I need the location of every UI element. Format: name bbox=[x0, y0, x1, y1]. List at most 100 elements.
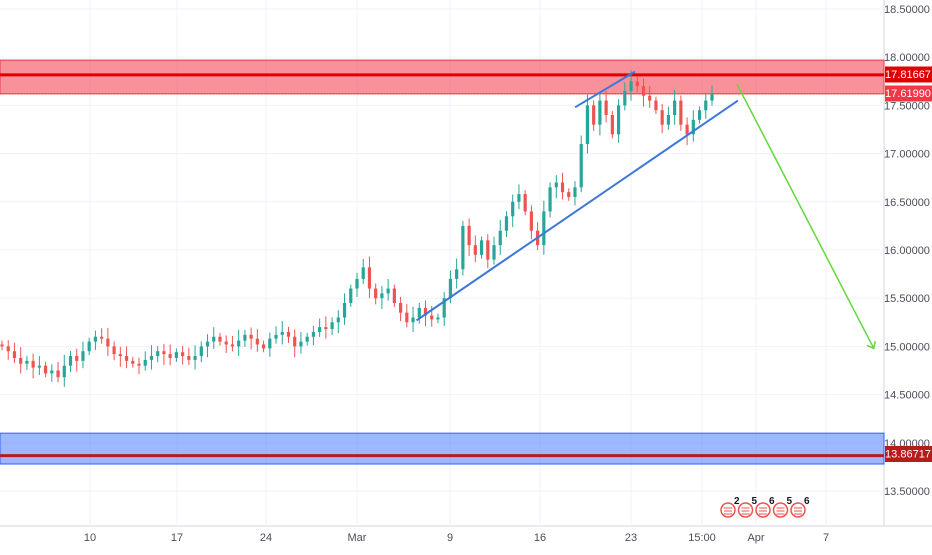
support-zone bbox=[0, 432, 885, 465]
candle-body bbox=[193, 356, 197, 360]
candle-body bbox=[392, 288, 396, 304]
candle-body bbox=[511, 201, 515, 217]
event-flag-icon[interactable] bbox=[720, 502, 736, 518]
x-tick-label: 16 bbox=[534, 532, 546, 544]
y-tick-label: 15.50000 bbox=[884, 293, 930, 305]
candle-body bbox=[6, 346, 10, 352]
candle-body bbox=[679, 100, 683, 125]
candle-body bbox=[62, 365, 66, 378]
candle-body bbox=[318, 327, 322, 332]
candle-body bbox=[68, 356, 73, 366]
candle-body bbox=[641, 86, 646, 96]
candle-body bbox=[442, 298, 446, 318]
x-axis: 10 17 24 Mar 9 16 23 15:00 Apr 7 bbox=[84, 532, 829, 544]
x-tick-label: 23 bbox=[625, 532, 637, 544]
candle-body bbox=[187, 356, 191, 360]
candle-body bbox=[118, 354, 122, 357]
event-flag-icon[interactable] bbox=[772, 502, 789, 518]
candle-body bbox=[374, 288, 378, 299]
candle-body bbox=[12, 351, 17, 358]
candle-body bbox=[311, 331, 316, 337]
flag-stripes-icon bbox=[794, 507, 802, 515]
candle-body bbox=[629, 81, 633, 91]
flag-stripes-icon bbox=[776, 507, 785, 515]
x-tick-label: 17 bbox=[171, 532, 183, 544]
candle-body bbox=[579, 143, 583, 188]
event-badge-count: 5 bbox=[752, 496, 758, 507]
resistance-price-tag-bg bbox=[885, 66, 932, 83]
x-tick-label: Mar bbox=[348, 532, 367, 544]
candle-body bbox=[93, 336, 98, 342]
candle-body bbox=[623, 90, 627, 106]
candle-body bbox=[224, 341, 228, 345]
candle-body bbox=[19, 357, 23, 364]
candle-body bbox=[274, 334, 278, 339]
candle-body bbox=[691, 119, 695, 135]
lower-trendline bbox=[415, 99, 739, 322]
candle-body bbox=[37, 365, 41, 368]
candle-body bbox=[355, 278, 359, 289]
candle-body bbox=[131, 360, 135, 364]
candle-body bbox=[367, 267, 372, 289]
candle-body bbox=[293, 336, 297, 347]
support-price-tag: 13.86717 bbox=[885, 449, 931, 461]
candle-body bbox=[573, 187, 577, 197]
candle-body bbox=[704, 100, 708, 111]
candle-body bbox=[31, 360, 35, 368]
candle-body bbox=[479, 240, 484, 255]
candle-body bbox=[43, 365, 48, 374]
candle-body bbox=[168, 354, 172, 358]
candle-body bbox=[212, 336, 216, 342]
candle-body bbox=[156, 351, 160, 357]
flag-stripes-icon bbox=[724, 507, 732, 515]
candle-body bbox=[666, 115, 671, 125]
event-flag-icon[interactable] bbox=[755, 502, 771, 518]
event-badge-count: 5 bbox=[787, 496, 793, 507]
y-tick-label: 14.50000 bbox=[884, 390, 930, 402]
candle-body bbox=[286, 331, 291, 337]
candle-body bbox=[592, 105, 596, 125]
event-flag-icon[interactable] bbox=[790, 502, 806, 518]
event-flag-icon[interactable] bbox=[737, 502, 754, 518]
y-tick-label: 16.00000 bbox=[884, 245, 930, 257]
drawings bbox=[415, 70, 874, 349]
event-badge-count: 2 bbox=[734, 496, 740, 507]
candle-body bbox=[529, 211, 533, 231]
candle-body bbox=[598, 100, 602, 125]
zones bbox=[0, 59, 885, 465]
candle-body bbox=[654, 100, 658, 111]
candle-body bbox=[100, 336, 104, 339]
current-price-tag-bg bbox=[885, 85, 932, 102]
flag-stripes-icon bbox=[759, 507, 767, 515]
price-tags: 17.81667 17.61990 13.86717 bbox=[885, 66, 932, 462]
candle-body bbox=[560, 182, 565, 193]
candle-body bbox=[174, 352, 178, 358]
candle-body bbox=[554, 182, 558, 188]
y-axis: 13.5000014.0000014.5000015.0000015.50000… bbox=[884, 4, 930, 498]
candle-body bbox=[261, 344, 266, 349]
candle-body bbox=[249, 334, 253, 339]
candle-body bbox=[504, 216, 509, 231]
candle-body bbox=[467, 225, 471, 246]
candle-body bbox=[380, 293, 384, 299]
candle-body bbox=[660, 110, 664, 125]
candle-body bbox=[162, 351, 166, 355]
candle-body bbox=[199, 346, 203, 357]
candle-body bbox=[610, 115, 614, 135]
candle-body bbox=[635, 81, 639, 87]
candle-body bbox=[523, 194, 527, 212]
event-badge-count: 6 bbox=[769, 496, 775, 507]
candle-body bbox=[112, 346, 116, 355]
candle-body bbox=[455, 269, 459, 279]
candle-body bbox=[492, 245, 496, 260]
candle-body bbox=[604, 100, 608, 116]
candle-body bbox=[405, 312, 409, 323]
y-tick-label: 17.00000 bbox=[884, 149, 930, 161]
x-tick-label: 9 bbox=[447, 532, 453, 544]
candle-body bbox=[50, 370, 54, 374]
x-tick-label: Apr bbox=[747, 532, 764, 544]
candle-body bbox=[585, 105, 590, 144]
